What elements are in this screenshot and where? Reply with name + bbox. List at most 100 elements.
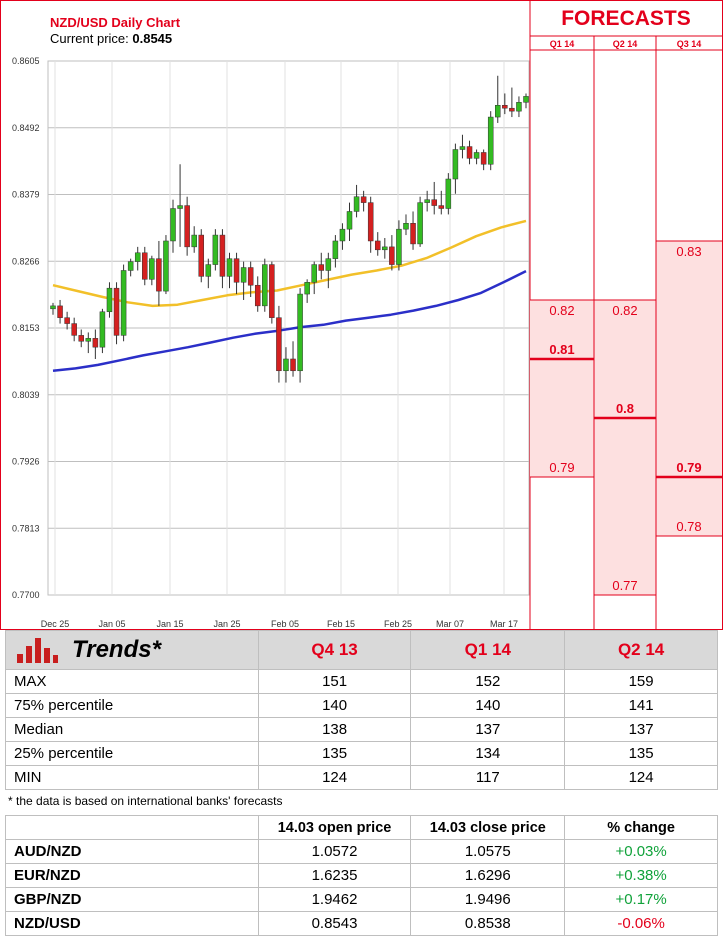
candle-body: [389, 246, 395, 265]
x-tick-label: Jan 25: [213, 619, 240, 629]
forecast-column: Q3 14 0.83 0.79 0.78: [655, 36, 722, 630]
y-tick-label: 0.8153: [12, 323, 40, 333]
candle: [417, 196, 423, 247]
cell-value: 159: [564, 669, 718, 694]
candle: [396, 220, 402, 271]
candle: [50, 302, 56, 315]
candle-body: [149, 258, 155, 280]
candle: [523, 93, 529, 109]
candle: [127, 258, 134, 277]
candle: [304, 279, 310, 303]
percent-change: -0.06%: [564, 911, 718, 936]
forecast-low-value: 0.77: [612, 578, 637, 593]
candle-body: [276, 317, 282, 372]
candle: [240, 261, 247, 300]
candle-body: [452, 149, 459, 180]
close-price: 1.0575: [410, 839, 566, 864]
candle: [466, 140, 473, 165]
candle: [212, 229, 219, 271]
candle: [233, 252, 240, 295]
table-row: AUD/NZD 1.0572 1.0575 +0.03%: [5, 839, 718, 864]
candle-body: [424, 199, 430, 203]
table-row: MAX 151 152 159: [5, 669, 718, 694]
candle: [269, 261, 275, 324]
pair-label: EUR/NZD: [5, 863, 259, 888]
candle-body: [219, 234, 226, 277]
trends-quarter-header: Q2 14: [564, 630, 718, 670]
ma-long-line: [52, 269, 527, 373]
candle-body: [495, 105, 501, 118]
grid-layer: 0.8605 0.8492 0.8379 0.8266 0.8153 0.8039 0.79…: [12, 56, 530, 629]
cell-value: 152: [410, 669, 566, 694]
candle-body: [360, 196, 367, 203]
candle-body: [64, 317, 70, 324]
candle-body: [487, 116, 494, 165]
candle-body: [466, 146, 473, 159]
y-tick-label: 0.7926: [12, 457, 40, 467]
candle-body: [156, 258, 162, 292]
row-label: 25% percentile: [5, 741, 259, 766]
candle: [445, 173, 452, 215]
row-label: MIN: [5, 765, 259, 790]
cell-value: 135: [564, 741, 718, 766]
candle: [339, 223, 346, 250]
forecast-high-value: 0.82: [612, 303, 637, 318]
cell-value: 117: [410, 765, 566, 790]
candle: [170, 199, 176, 253]
close-price: 1.9496: [410, 887, 566, 912]
candle: [403, 214, 409, 236]
candle-body: [170, 208, 176, 242]
rates-header-change: % change: [564, 815, 718, 840]
candle: [113, 282, 120, 345]
candle-body: [403, 223, 409, 230]
candle: [424, 190, 430, 212]
candle: [452, 143, 459, 194]
candle: [184, 196, 190, 256]
forecasts-title: FORECASTS: [561, 7, 691, 30]
candle-body: [78, 335, 84, 342]
candle-body: [142, 252, 148, 280]
current-price-value: 0.8545: [132, 31, 173, 46]
cell-value: 134: [410, 741, 566, 766]
candle-body: [339, 228, 346, 242]
rates-header-empty: [5, 815, 259, 840]
candle-body: [85, 338, 92, 342]
cell-value: 135: [257, 741, 412, 766]
candle: [473, 149, 480, 165]
x-tick-label: Jan 05: [98, 619, 125, 629]
y-tick-label: 0.8605: [12, 56, 40, 66]
candle-body: [50, 305, 56, 310]
candle-body: [353, 196, 360, 212]
candle: [487, 111, 494, 171]
candle-body: [374, 240, 381, 251]
y-tick-label: 0.8492: [12, 123, 40, 133]
cell-value: 137: [410, 717, 566, 742]
forecast-high-value: 0.83: [676, 244, 701, 259]
candle: [134, 246, 141, 271]
x-tick-label: Mar 17: [490, 619, 518, 629]
candle-body: [233, 258, 240, 283]
candle: [509, 87, 515, 118]
candle-body: [431, 199, 437, 206]
candle-body: [509, 107, 515, 112]
y-tick-label: 0.8379: [12, 190, 40, 200]
candle-body: [269, 264, 275, 318]
cell-value: 137: [564, 717, 718, 742]
candle-body: [240, 267, 247, 283]
candle: [156, 240, 162, 306]
table-row: Median 138 137 137: [5, 717, 718, 742]
chart-title: NZD/USD Daily Chart: [50, 15, 181, 30]
candle-body: [134, 252, 141, 262]
rates-header-row: 14.03 open price 14.03 close price % cha…: [5, 815, 718, 840]
candle-body: [205, 264, 212, 277]
candle: [290, 341, 296, 377]
forecast-low-value: 0.79: [549, 460, 574, 475]
candle-body: [163, 240, 169, 292]
candle-body: [254, 284, 261, 307]
candle-body: [502, 105, 508, 109]
row-label: 75% percentile: [5, 693, 259, 718]
x-tick-label: Jan 15: [156, 619, 183, 629]
candle-body: [473, 152, 480, 159]
candle-body: [57, 305, 63, 318]
candle-body: [120, 270, 127, 336]
